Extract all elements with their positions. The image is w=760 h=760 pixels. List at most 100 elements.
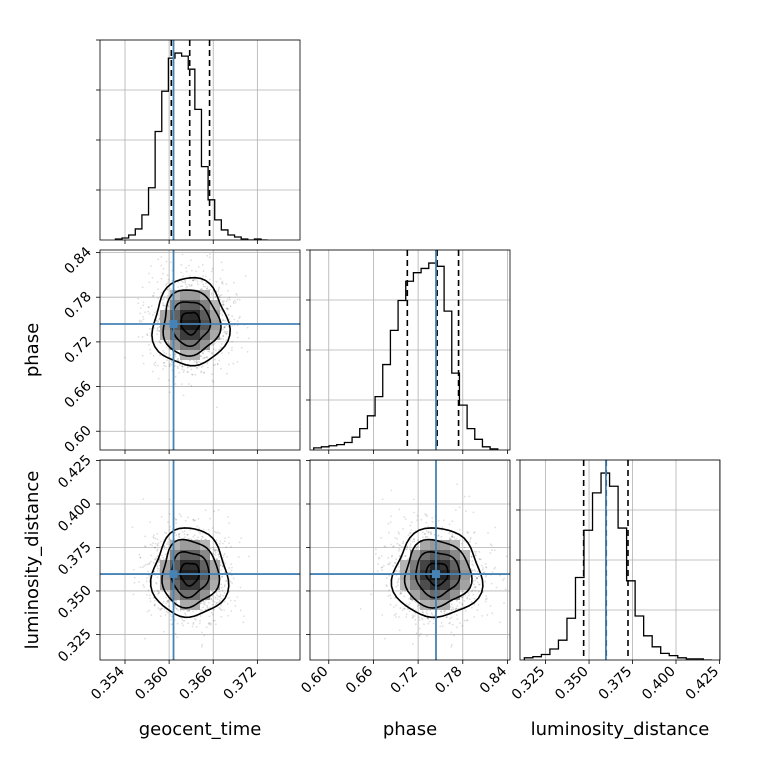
sample-point (227, 313, 230, 316)
sample-point (202, 536, 204, 539)
sample-point (143, 564, 146, 567)
sample-point (187, 537, 190, 540)
sample-point (196, 361, 198, 364)
sample-point (382, 564, 385, 567)
sample-point (414, 618, 417, 621)
sample-point (478, 558, 481, 560)
density-cell (430, 600, 440, 610)
sample-point (404, 554, 407, 557)
sample-point (169, 364, 171, 367)
density-cell (160, 330, 170, 340)
density-cell (170, 310, 180, 320)
sample-point (415, 632, 418, 635)
sample-point (176, 365, 179, 368)
sample-point (392, 545, 395, 548)
sample-point (178, 535, 180, 538)
sample-point (231, 349, 233, 352)
sample-point (405, 603, 408, 605)
sample-point (381, 569, 383, 572)
sample-point (236, 596, 239, 598)
sample-point (223, 571, 226, 574)
sample-point (213, 548, 215, 551)
sample-point (395, 558, 398, 561)
sample-point (202, 365, 204, 367)
sample-point (153, 570, 156, 573)
sample-point (148, 562, 151, 564)
sample-point (223, 552, 226, 555)
sample-point (182, 394, 185, 397)
sample-point (455, 607, 457, 610)
sample-point (220, 583, 223, 586)
sample-point (201, 263, 204, 266)
grid (100, 39, 300, 240)
sample-point (478, 558, 481, 561)
sample-point (194, 519, 197, 522)
sample-point (229, 580, 232, 583)
sample-point (214, 619, 216, 622)
sample-point (210, 622, 212, 624)
sample-point (186, 285, 189, 288)
sample-point (143, 545, 146, 547)
sample-point (187, 383, 190, 385)
sample-point (165, 596, 168, 599)
y-axis-label-luminosity_distance: luminosity_distance (22, 471, 43, 650)
sample-point (432, 618, 435, 620)
density-cell (160, 310, 170, 320)
sample-point (186, 533, 189, 536)
density-cell (190, 290, 200, 300)
sample-point (222, 594, 225, 597)
sample-point (409, 543, 412, 545)
sample-point (219, 277, 222, 280)
sample-point (163, 548, 166, 550)
x-tick-label: 0.425 (683, 664, 723, 704)
sample-point (484, 563, 487, 565)
sample-point (403, 595, 405, 598)
sample-point (152, 354, 155, 357)
sample-point (417, 603, 420, 606)
sample-point (424, 536, 427, 539)
sample-point (188, 283, 191, 286)
sample-point (412, 615, 414, 618)
sample-point (423, 623, 425, 626)
histogram-phase (313, 262, 499, 450)
sample-point (215, 539, 218, 541)
sample-point (211, 379, 214, 382)
sample-point (146, 577, 148, 579)
sample-point (177, 609, 180, 612)
sample-point (412, 538, 415, 541)
sample-point (226, 516, 229, 518)
sample-point (217, 246, 219, 248)
density-cell (180, 570, 190, 580)
sample-point (180, 383, 183, 385)
sample-point (149, 543, 152, 546)
sample-point (213, 601, 216, 603)
sample-point (239, 315, 241, 318)
sample-point (212, 619, 215, 622)
sample-point (164, 365, 167, 368)
sample-point (175, 607, 178, 610)
sample-point (167, 281, 169, 284)
sample-point (210, 293, 213, 296)
sample-point (229, 599, 232, 602)
sample-point (181, 368, 184, 371)
sample-point (486, 597, 488, 600)
sample-point (195, 367, 198, 369)
sample-point (219, 294, 222, 297)
density-cell (410, 550, 420, 560)
sample-point (150, 614, 153, 616)
sample-point (184, 280, 187, 283)
density-cell (450, 570, 460, 580)
truth-marker (169, 570, 178, 579)
sample-point (168, 379, 170, 382)
sample-point (202, 285, 205, 288)
sample-point (157, 607, 160, 610)
sample-point (473, 616, 475, 618)
density-cell (460, 570, 470, 580)
sample-point (476, 577, 478, 579)
sample-point (450, 538, 452, 541)
sample-point (174, 354, 176, 356)
sample-point (248, 337, 250, 340)
sample-point (504, 588, 507, 591)
sample-point (484, 600, 487, 603)
sample-point (471, 590, 473, 593)
